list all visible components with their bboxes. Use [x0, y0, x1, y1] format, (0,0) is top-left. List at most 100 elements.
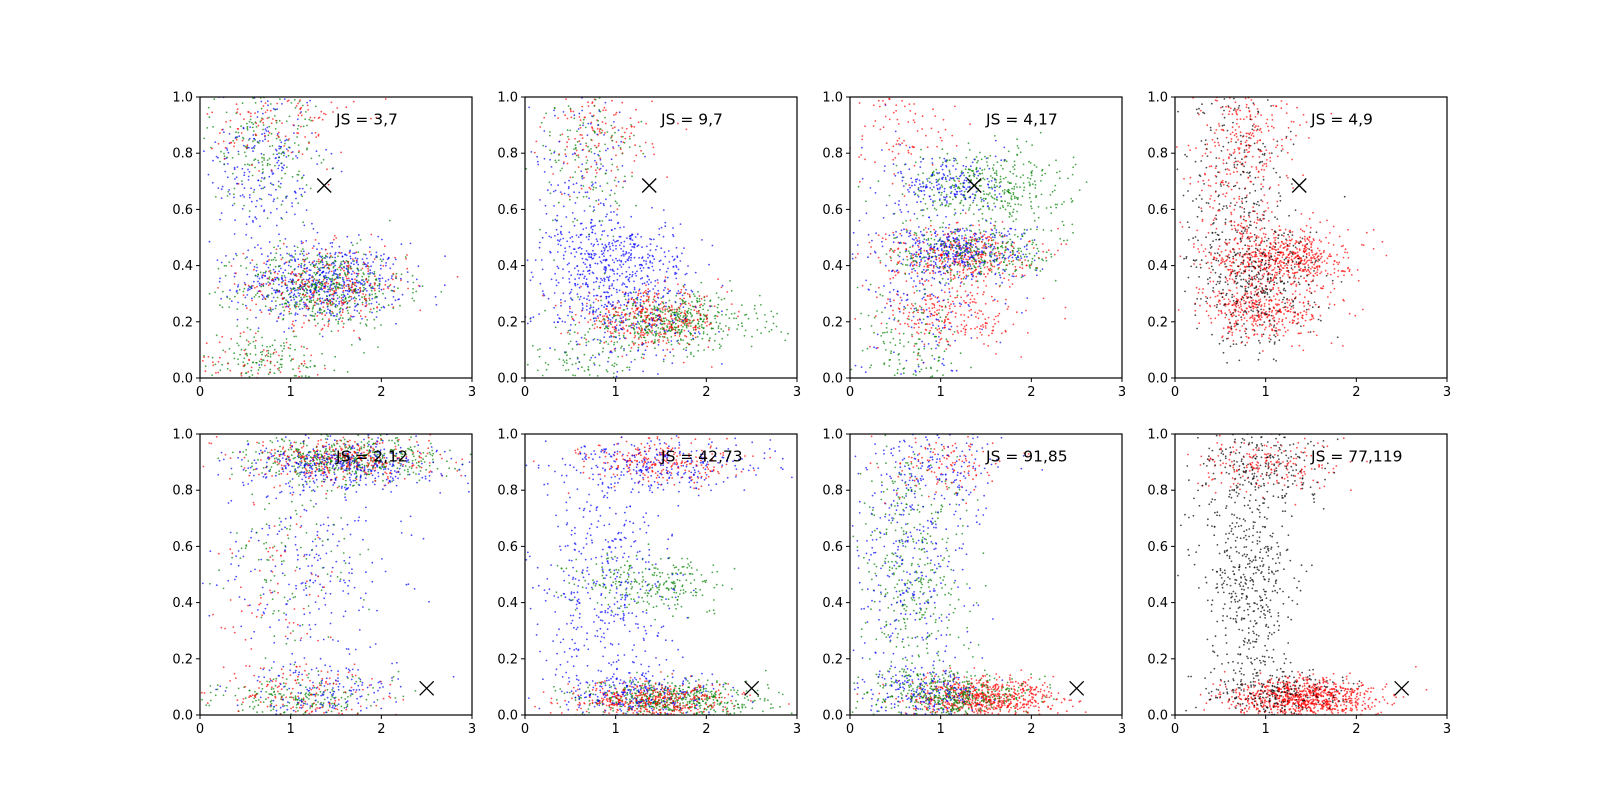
scatter-point — [338, 300, 341, 303]
scatter-point — [705, 318, 708, 321]
scatter-point — [715, 321, 718, 324]
scatter-point — [345, 285, 348, 287]
scatter-point — [299, 303, 301, 306]
scatter-point — [988, 208, 990, 211]
scatter-point — [559, 298, 562, 301]
scatter-point — [621, 369, 624, 372]
scatter-point — [374, 292, 377, 295]
scatter-point — [270, 132, 273, 135]
scatter-point — [301, 272, 304, 275]
scatter-point — [623, 245, 625, 248]
scatter-point — [617, 221, 620, 224]
scatter-point — [603, 204, 605, 207]
scatter-point — [928, 195, 931, 198]
scatter-point — [945, 204, 948, 206]
scatter-point — [906, 255, 908, 258]
scatter-point — [651, 319, 654, 322]
scatter-point — [1017, 147, 1020, 150]
scatter-point — [683, 329, 686, 332]
scatter-point — [227, 362, 229, 365]
scatter-point — [281, 297, 284, 300]
scatter-point — [586, 285, 589, 288]
scatter-point — [592, 313, 595, 316]
scatter-point — [254, 347, 257, 349]
scatter-point — [351, 315, 353, 318]
scatter-point — [953, 213, 956, 216]
scatter-point — [677, 319, 679, 322]
scatter-point — [298, 170, 300, 173]
scatter-point — [633, 280, 635, 283]
scatter-point — [631, 246, 634, 248]
scatter-point — [938, 191, 941, 194]
scatter-point — [346, 235, 349, 238]
scatter-point — [613, 126, 616, 128]
scatter-point — [290, 327, 293, 329]
scatter-point — [728, 317, 731, 319]
scatter-point — [347, 312, 350, 314]
scatter-point — [648, 330, 651, 332]
scatter-point — [631, 326, 634, 329]
scatter-point — [1013, 164, 1016, 167]
scatter-point — [417, 284, 420, 287]
scatter-point — [290, 289, 292, 292]
scatter-point — [1061, 220, 1064, 223]
scatter-point — [674, 329, 677, 332]
scatter-point — [588, 272, 591, 275]
scatter-point — [349, 249, 351, 252]
scatter-point — [276, 289, 279, 292]
scatter-point — [730, 289, 733, 292]
scatter-point — [571, 235, 574, 238]
scatter-point — [611, 99, 613, 102]
scatter-point — [629, 291, 632, 294]
scatter-point — [303, 265, 305, 267]
scatter-point — [547, 363, 550, 366]
scatter-point — [1008, 260, 1010, 262]
scatter-point — [362, 263, 364, 266]
scatter-point — [254, 112, 256, 114]
scatter-point — [580, 336, 583, 339]
scatter-point — [968, 175, 971, 178]
scatter-point — [318, 298, 321, 300]
scatter-point — [318, 281, 321, 284]
scatter-point — [356, 281, 358, 284]
scatter-point — [604, 331, 606, 334]
scatter-point — [616, 291, 618, 294]
scatter-point — [620, 247, 622, 250]
scatter-point — [591, 271, 594, 274]
scatter-point — [622, 282, 624, 284]
scatter-point — [684, 314, 687, 317]
scatter-point — [938, 187, 941, 190]
scatter-point — [684, 317, 687, 320]
scatter-point — [652, 288, 655, 290]
scatter-point — [262, 274, 265, 277]
scatter-point — [246, 125, 249, 128]
scatter-point — [277, 159, 280, 162]
scatter-point — [295, 155, 297, 157]
scatter-point — [348, 251, 351, 254]
scatter-point — [1019, 151, 1022, 154]
scatter-point — [642, 334, 645, 337]
x-tick-label: 0 — [196, 385, 204, 400]
scatter-point — [344, 253, 347, 256]
scatter-point — [608, 275, 611, 278]
scatter-point — [642, 342, 645, 345]
scatter-point — [561, 167, 563, 170]
scatter-point — [311, 292, 314, 295]
scatter-point — [354, 288, 357, 290]
scatter-point — [347, 260, 350, 263]
scatter-point — [233, 166, 236, 169]
scatter-point — [983, 168, 986, 171]
scatter-point — [675, 277, 678, 280]
scatter-point — [870, 246, 872, 248]
scatter-point — [276, 133, 279, 135]
scatter-point — [591, 312, 594, 314]
scatter-point — [261, 350, 264, 353]
scatter-point — [954, 183, 957, 186]
scatter-point — [264, 134, 266, 137]
scatter-point — [307, 279, 310, 282]
scatter-point — [301, 195, 304, 198]
scatter-point — [640, 120, 643, 123]
scatter-point — [704, 321, 707, 324]
scatter-point — [642, 308, 645, 311]
scatter-point — [285, 138, 288, 141]
